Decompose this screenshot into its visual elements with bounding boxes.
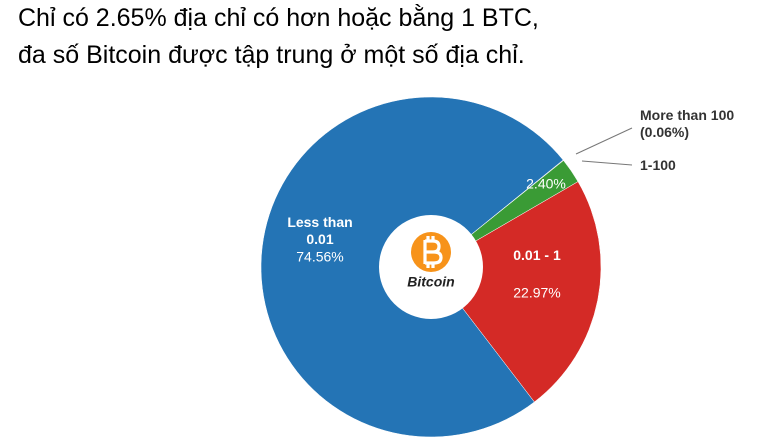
title-line: đa số Bitcoin được tập trung ở một số đị…	[18, 41, 525, 69]
leader-line	[575, 127, 633, 155]
pie-slice	[430, 181, 602, 403]
center-label: Bitcoin	[407, 274, 454, 290]
value-label: 22.97%	[513, 285, 560, 301]
slice-label: More than 100 (0.06%)	[640, 107, 735, 140]
slice-label: 0.01 - 1	[513, 247, 561, 263]
title-line: Chỉ có 2.65% địa chỉ có hơn hoặc bằng 1 …	[18, 4, 539, 32]
value-label: 74.56%	[296, 249, 343, 265]
bitcoin-glyph	[423, 236, 443, 268]
slice-label: Less than 0.01	[287, 214, 353, 247]
leader-line	[581, 160, 633, 166]
slice-label: 1-100	[640, 157, 676, 173]
value-label: 2.40%	[526, 176, 566, 192]
